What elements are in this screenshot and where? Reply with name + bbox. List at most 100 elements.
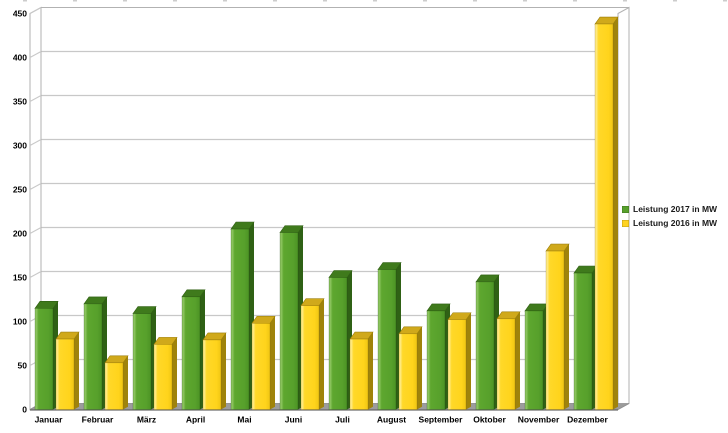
bar-front-face <box>202 339 222 410</box>
x-axis-label-september: September <box>419 415 464 425</box>
bar-front-face <box>328 277 348 410</box>
bar-leistung-2016-in-mw-juli <box>349 331 374 410</box>
top-edge-mark <box>673 0 677 2</box>
left-wall-tick <box>29 183 42 190</box>
bar-side-face <box>466 312 471 410</box>
x-axis-label-juli: Juli <box>335 415 350 425</box>
left-wall-tick <box>29 227 42 234</box>
bar-leistung-2016-in-mw-mai <box>251 315 276 410</box>
x-axis-label-märz: März <box>137 415 156 425</box>
top-edge-mark <box>123 0 127 2</box>
bar-front-face <box>251 323 271 410</box>
x-axis-label-januar: Januar <box>35 415 64 425</box>
bar-side-face <box>123 355 128 410</box>
bar-leistung-2017-in-mw-februar <box>83 296 108 410</box>
legend-swatch-2016-icon <box>622 220 629 227</box>
top-edge-mark <box>623 0 627 2</box>
bar-front-face <box>496 318 516 410</box>
top-edge-mark <box>723 0 727 2</box>
bar-front-face <box>349 338 369 410</box>
bar-leistung-2016-in-mw-april <box>202 332 227 410</box>
bar-leistung-2016-in-mw-dezember <box>594 16 619 410</box>
top-edge-mark <box>23 0 27 2</box>
legend-item-2016: Leistung 2016 in MW <box>622 218 717 229</box>
bar-front-face <box>524 310 544 410</box>
left-wall-tick <box>29 95 42 102</box>
legend-label-2016: Leistung 2016 in MW <box>633 218 718 228</box>
bar-leistung-2016-in-mw-september <box>447 312 472 410</box>
x-axis-label-juni: Juni <box>285 415 302 425</box>
bar-leistung-2016-in-mw-februar <box>104 355 129 410</box>
top-edge-mark <box>473 0 477 2</box>
x-axis-label-dezember: Dezember <box>567 415 608 425</box>
bar-front-face <box>34 308 54 410</box>
y-axis-label-250: 250 <box>13 185 27 195</box>
top-edge-mark <box>573 0 577 2</box>
top-edge-mark <box>73 0 77 2</box>
bar-front-face <box>545 250 565 410</box>
bar-side-face <box>319 298 324 410</box>
bar-front-face <box>377 269 397 410</box>
y-axis-label-200: 200 <box>13 229 27 239</box>
bar-front-face <box>594 23 614 410</box>
x-axis-label-mai: Mai <box>237 415 251 425</box>
bar-leistung-2016-in-mw-oktober <box>496 311 521 410</box>
top-edge-mark <box>273 0 277 2</box>
bar-leistung-2016-in-mw-august <box>398 326 423 410</box>
bar-leistung-2017-in-mw-november <box>524 303 549 410</box>
y-axis-label-50: 50 <box>18 361 28 371</box>
y-axis-label-350: 350 <box>13 97 27 107</box>
bar-front-face <box>55 338 75 410</box>
top-edge-mark <box>323 0 327 2</box>
bar-front-face <box>398 333 418 410</box>
y-axis-label-300: 300 <box>13 141 27 151</box>
bar-leistung-2017-in-mw-dezember <box>573 265 598 410</box>
bar-leistung-2017-in-mw-oktober <box>475 274 500 410</box>
bar-front-face <box>230 228 250 410</box>
x-axis-label-oktober: Oktober <box>473 415 506 425</box>
y-axis-label-100: 100 <box>13 317 27 327</box>
bar-leistung-2016-in-mw-november <box>545 243 570 410</box>
bar-side-face <box>417 326 422 410</box>
bar-side-face <box>221 332 226 410</box>
bar-side-face <box>74 332 79 410</box>
x-axis-label-april: April <box>186 415 205 425</box>
legend-label-2017: Leistung 2017 in MW <box>633 204 718 214</box>
bar-side-face <box>270 316 275 410</box>
bar-leistung-2017-in-mw-januar <box>34 300 59 410</box>
bar-front-face <box>132 313 152 410</box>
bar-side-face <box>564 244 569 410</box>
bar-front-face <box>447 319 467 410</box>
left-wall-tick <box>29 51 42 58</box>
bar-front-face <box>153 344 173 410</box>
bar-front-face <box>475 281 495 410</box>
bar-front-face <box>426 310 446 410</box>
bar-leistung-2017-in-mw-juli <box>328 270 353 410</box>
chart-legend: Leistung 2017 in MW Leistung 2016 in MW <box>622 204 717 229</box>
bar-side-face <box>613 17 618 410</box>
left-wall-tick <box>29 271 42 278</box>
bar-leistung-2016-in-mw-juni <box>300 298 325 410</box>
bar-side-face <box>172 337 177 410</box>
bar-front-face <box>300 305 320 410</box>
bar-leistung-2017-in-mw-april <box>181 289 206 410</box>
bar-front-face <box>573 272 593 410</box>
bar-leistung-2017-in-mw-märz <box>132 306 157 410</box>
x-axis-label-februar: Februar <box>82 415 114 425</box>
top-edge-mark <box>423 0 427 2</box>
y-axis-label-450: 450 <box>13 9 27 19</box>
left-wall-tick <box>29 7 42 14</box>
bar-side-face <box>368 332 373 410</box>
top-edge-mark <box>523 0 527 2</box>
bar-side-face <box>515 311 520 410</box>
bar-front-face <box>83 303 103 410</box>
bar-front-face <box>279 232 299 410</box>
bar-leistung-2017-in-mw-september <box>426 303 451 410</box>
y-axis-label-0: 0 <box>22 405 27 415</box>
x-axis-label-november: November <box>518 415 560 425</box>
left-wall-tick <box>29 139 42 146</box>
y-axis-label-400: 400 <box>13 53 27 63</box>
top-edge-mark <box>373 0 377 2</box>
